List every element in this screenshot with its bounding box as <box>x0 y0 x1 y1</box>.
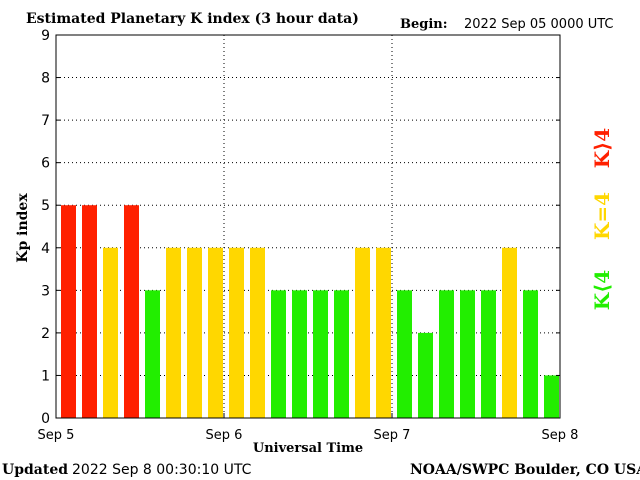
kp-bar <box>544 375 559 418</box>
kp-bar <box>166 247 181 418</box>
kp-bar <box>145 290 160 418</box>
x-axis-label: Universal Time <box>253 441 363 456</box>
kp-bar <box>250 247 265 418</box>
y-axis-ticks: 0 1 2 3 4 5 6 7 8 9 <box>41 28 560 427</box>
kp-bar <box>124 205 139 418</box>
y-tick-label: 0 <box>41 411 50 427</box>
kp-bar <box>292 290 307 418</box>
kp-bar <box>376 247 391 418</box>
legend-item: K⟨4 <box>590 270 614 311</box>
kp-bar <box>418 332 433 418</box>
updated-value: 2022 Sep 8 00:30:10 UTC <box>72 462 252 478</box>
begin-value: 2022 Sep 05 0000 UTC <box>464 17 614 32</box>
kp-bar <box>271 290 286 418</box>
kp-bar <box>61 205 76 418</box>
kp-bar <box>103 247 118 418</box>
kp-bar <box>460 290 475 418</box>
y-axis-label: Kp index <box>15 193 31 263</box>
kp-bar <box>313 290 328 418</box>
begin-label: Begin: <box>400 17 448 32</box>
y-tick-label: 1 <box>41 368 50 384</box>
kp-bar <box>208 247 223 418</box>
kp-bar <box>229 247 244 418</box>
kp-bar <box>82 205 97 418</box>
bars <box>61 205 559 418</box>
y-tick-label: 7 <box>41 113 50 129</box>
chart-title: Estimated Planetary K index (3 hour data… <box>26 11 359 27</box>
y-tick-label: 2 <box>41 326 50 342</box>
updated-label: Updated <box>2 462 68 478</box>
kp-bar <box>187 247 202 418</box>
y-tick-label: 6 <box>41 156 50 172</box>
legend-item: K=4 <box>590 192 614 240</box>
y-tick-label: 5 <box>41 198 50 214</box>
x-tick-label: Sep 8 <box>542 428 579 443</box>
legend-item: K⟩4 <box>590 128 614 169</box>
y-tick-label: 4 <box>41 241 50 257</box>
kp-bar <box>502 247 517 418</box>
legend: K⟩4 K=4 K⟨4 <box>590 128 614 311</box>
x-axis-ticks: Sep 5 Sep 6 Sep 7 Sep 8 <box>38 413 579 443</box>
plot-frame <box>55 34 561 419</box>
kp-bar <box>334 290 349 418</box>
x-tick-label: Sep 6 <box>206 428 243 443</box>
credit: NOAA/SWPC Boulder, CO USA <box>410 462 640 478</box>
kp-bar <box>397 290 412 418</box>
x-tick-label: Sep 7 <box>374 428 411 443</box>
kp-bar <box>355 247 370 418</box>
y-tick-label: 9 <box>41 28 50 44</box>
y-tick-label: 3 <box>41 283 50 299</box>
y-tick-label: 8 <box>41 71 50 87</box>
kp-bar <box>481 290 496 418</box>
x-tick-label: Sep 5 <box>38 428 75 443</box>
kp-bar <box>523 290 538 418</box>
kp-bar <box>439 290 454 418</box>
